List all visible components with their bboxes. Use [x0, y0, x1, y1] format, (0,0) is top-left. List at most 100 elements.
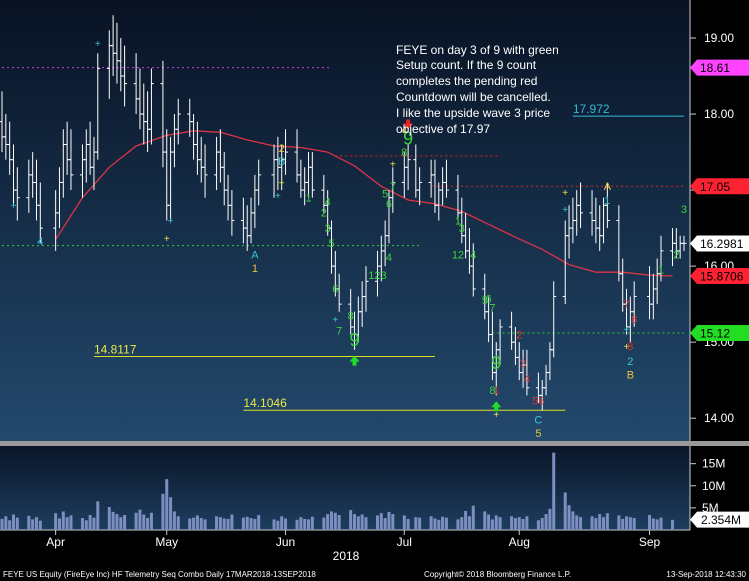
volume-tick-label: 5M [702, 501, 719, 515]
volume-bar [65, 517, 69, 530]
ohlc-bar [363, 266, 369, 312]
volume-bar [169, 497, 173, 530]
td-count-label: 1 [305, 192, 311, 204]
annotation-line-1: FEYE on day 3 of 9 with green [396, 43, 559, 57]
td-count-label: + [164, 234, 170, 245]
ohlc-bar [148, 68, 154, 145]
volume-bar [172, 511, 176, 530]
td-count-label: 7 [623, 299, 629, 311]
volume-bar [295, 519, 299, 530]
td-count-label: + [95, 39, 101, 50]
td-count-label: 4 [37, 236, 43, 248]
price-tick-label: 18.00 [704, 107, 734, 121]
volume-bar [467, 516, 471, 530]
volume-bar [11, 514, 15, 530]
price-tag-box [690, 59, 749, 76]
volume-bar [222, 518, 226, 530]
td-count-label: 5 [328, 238, 334, 250]
volume-bar [192, 517, 196, 530]
td-count-label: 8 [348, 310, 354, 322]
td-count-label: 2 [516, 329, 522, 341]
price-tag: 17.05 [690, 178, 749, 195]
ohlc-bar [524, 349, 530, 396]
price-tag-label: 18.61 [700, 61, 730, 75]
moving-average [55, 130, 673, 277]
volume-bar [230, 514, 234, 530]
td-count-label: 2 [627, 356, 633, 368]
td-count-label: 12 [452, 250, 464, 262]
volume-bar [4, 516, 8, 530]
price-tag-box [690, 235, 749, 252]
volume-bar [310, 516, 314, 530]
level-label: 17.972 [573, 102, 610, 116]
volume-bar [330, 511, 334, 530]
arrow-up-icon [491, 401, 502, 412]
td-count-label: + [562, 188, 568, 199]
volume-bar [307, 519, 311, 530]
volume-bar [195, 515, 199, 530]
volume-bar [176, 516, 180, 530]
volume-bar [621, 518, 625, 530]
volume-bar [119, 517, 123, 530]
volume-bar [54, 513, 58, 530]
td-count-label: A [604, 181, 612, 193]
volume-bar [333, 512, 337, 530]
price-tag-box [690, 325, 749, 342]
volume-bar [142, 514, 146, 530]
volume-bar [375, 515, 379, 530]
td-count-label: + [332, 315, 338, 326]
volume-bar [34, 517, 38, 530]
volume-bar [272, 519, 276, 530]
volume-bar [490, 519, 494, 530]
td-count-label: + [624, 342, 630, 353]
volume-bar [245, 516, 249, 530]
td-count-label: 8 [489, 385, 495, 397]
price-panel-background [0, 0, 690, 441]
ohlc-bar [202, 144, 208, 198]
volume-bar [525, 516, 529, 530]
td-count-label: 3 [325, 223, 331, 235]
volume-bar [38, 520, 42, 530]
td-count-label: 5 [482, 295, 488, 307]
annotation-line-4: Countdown will be cancelled. [396, 90, 551, 104]
volume-bar [8, 520, 12, 530]
volume-bar [671, 519, 675, 530]
panel-separator [0, 441, 749, 446]
volume-bar [617, 515, 621, 530]
moving-average-line [55, 130, 673, 277]
td-count-label: 4 [401, 125, 407, 137]
td-count-label: 1 [493, 385, 499, 397]
price-tag-label: 17.05 [700, 180, 730, 194]
price-tag-box [690, 178, 749, 195]
volume-bar [280, 516, 284, 530]
month-label: Jun [276, 535, 295, 549]
volume-bar [134, 512, 138, 530]
td-count-label: 2 [321, 208, 327, 220]
ohlc-bar [390, 167, 396, 213]
volume-bar [548, 508, 552, 530]
ohlc-bar [417, 167, 423, 206]
td-count-label: 4 [470, 250, 476, 262]
ohlc-bar [470, 243, 476, 297]
td-count-label: 7 [336, 326, 342, 338]
volume-bar [517, 517, 521, 530]
volume-bar [510, 516, 514, 530]
td-count-label: 3 [459, 223, 465, 235]
td-count-label: + [279, 178, 285, 189]
td-count-label: 5 [382, 189, 388, 201]
footer: FEYE US Equity (FireEye Inc) HF Telemetr… [3, 570, 747, 579]
td-count-label: 4 [524, 373, 530, 385]
volume-bar [498, 517, 502, 530]
volume-bar [460, 517, 464, 530]
td-count-label: 3 [681, 204, 687, 216]
volume-bar [226, 518, 230, 530]
volume-bar [536, 520, 540, 530]
volume-bar [456, 519, 460, 530]
volume-bar [441, 516, 445, 530]
volume-bar [257, 514, 261, 530]
ohlc-bar [256, 159, 262, 206]
td-count-label: 6 [486, 294, 492, 306]
td-count-label: 1 [455, 215, 461, 227]
td-count-label: B [278, 156, 285, 168]
price-tag: 16.2981 [690, 235, 749, 252]
